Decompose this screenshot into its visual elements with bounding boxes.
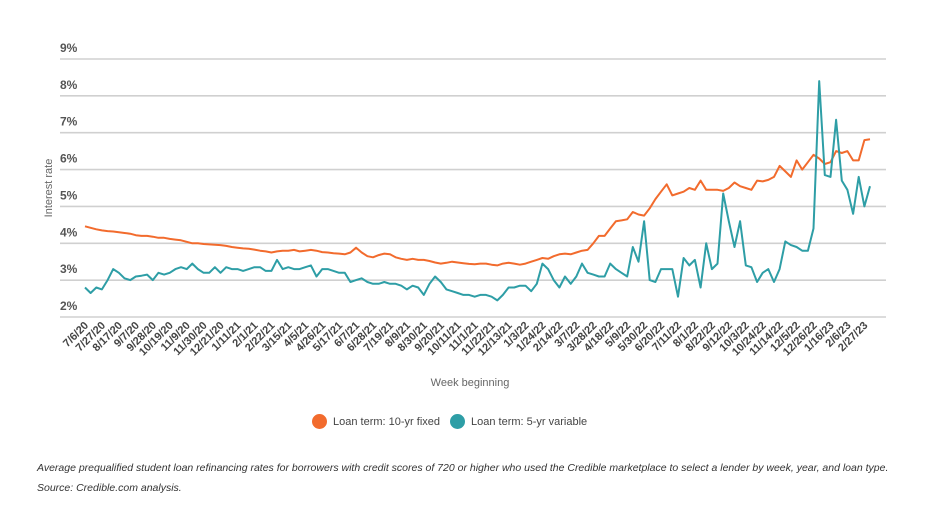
series-line-5yr-variable bbox=[84, 80, 871, 302]
y-tick-label: 4% bbox=[60, 225, 78, 239]
y-axis-title: Interest rate bbox=[43, 159, 55, 218]
legend-marker-teal bbox=[450, 414, 465, 429]
series-line-10yr-fixed bbox=[84, 138, 871, 267]
y-tick-label: 3% bbox=[60, 262, 78, 276]
chart-caption: Average prequalified student loan refina… bbox=[37, 462, 889, 494]
gridlines bbox=[60, 58, 886, 318]
x-axis-ticks: 7/6/207/27/208/17/209/7/209/28/2010/19/2… bbox=[61, 320, 870, 359]
y-tick-label: 8% bbox=[60, 78, 78, 92]
legend-item-5yr-variable[interactable]: Loan term: 5-yr variable bbox=[450, 414, 587, 429]
y-tick-label: 6% bbox=[60, 152, 78, 166]
y-tick-label: 9% bbox=[60, 41, 78, 55]
y-tick-label: 7% bbox=[60, 115, 78, 129]
legend-marker-orange bbox=[312, 414, 327, 429]
legend: Loan term: 10-yr fixed Loan term: 5-yr v… bbox=[312, 414, 597, 429]
y-axis-ticks: 2% 3% 4% 5% 6% 7% 8% 9% bbox=[60, 41, 78, 313]
y-tick-label: 5% bbox=[60, 188, 78, 202]
legend-label: Loan term: 10-yr fixed bbox=[333, 415, 440, 428]
legend-item-10yr-fixed[interactable]: Loan term: 10-yr fixed bbox=[312, 414, 440, 429]
legend-label: Loan term: 5-yr variable bbox=[471, 415, 588, 428]
x-axis-title: Week beginning bbox=[431, 377, 510, 389]
y-tick-label: 2% bbox=[60, 299, 78, 313]
series-lines bbox=[84, 80, 871, 302]
